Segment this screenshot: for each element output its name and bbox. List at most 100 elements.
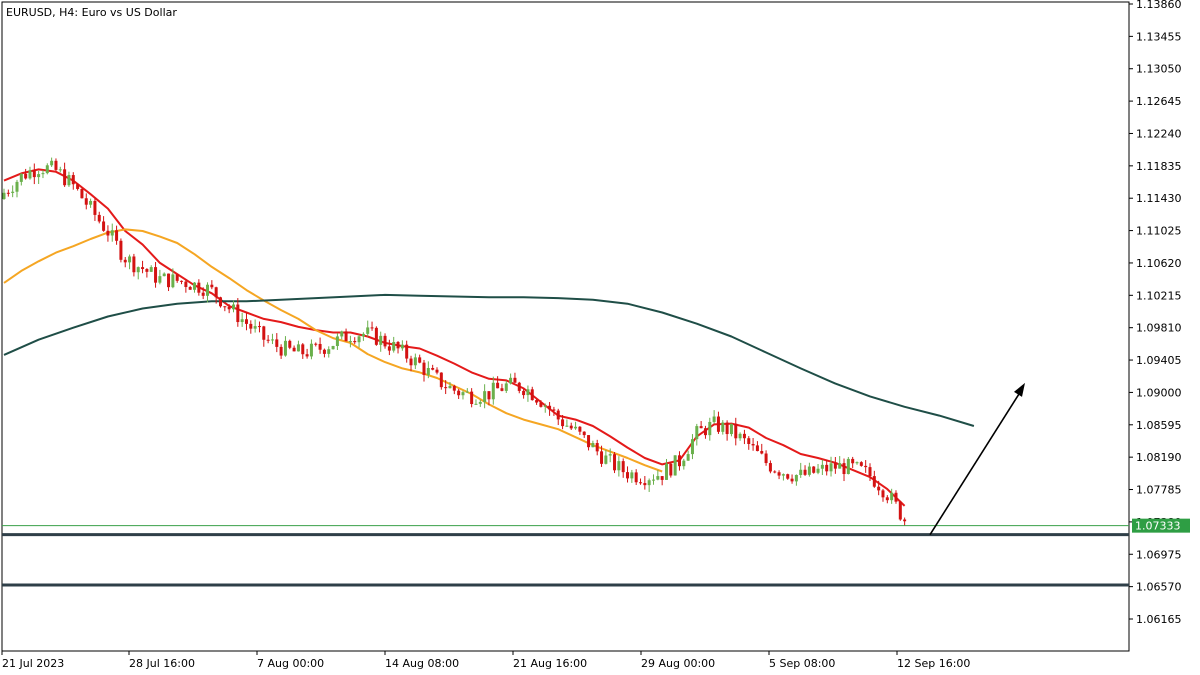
candle-bullish	[58, 169, 62, 171]
candle-bearish	[877, 486, 881, 491]
candle-bearish	[872, 476, 876, 487]
candle-bullish	[509, 377, 513, 384]
candle-bearish	[219, 297, 222, 307]
candle-bullish	[327, 349, 331, 354]
candle-bearish	[725, 422, 729, 435]
candle-bearish	[197, 282, 201, 293]
candle-bearish	[123, 259, 127, 263]
candle-bullish	[630, 472, 634, 479]
candle-bearish	[530, 389, 534, 401]
arrow-head	[1014, 382, 1025, 397]
candle-bearish	[903, 519, 907, 522]
candle-bearish	[97, 214, 101, 222]
candle-bullish	[448, 385, 452, 389]
candle-bearish	[812, 466, 816, 473]
candle-bearish	[561, 419, 565, 427]
candle-bearish	[500, 388, 504, 391]
candle-bullish	[807, 466, 811, 475]
candle-bullish	[296, 344, 300, 352]
candle-bullish	[361, 333, 365, 337]
candle-bearish	[418, 357, 422, 363]
candle-bullish	[478, 401, 482, 404]
candle-bearish	[201, 292, 205, 296]
x-tick-label: 28 Jul 16:00	[129, 657, 195, 670]
candle-bullish	[591, 443, 595, 448]
candle-bearish	[318, 343, 322, 350]
y-tick-label: 1.13860	[1136, 0, 1182, 11]
candle-bullish	[682, 460, 686, 467]
x-tick-label: 21 Aug 16:00	[513, 657, 587, 670]
candle-bearish	[63, 169, 67, 186]
candle-bearish	[188, 287, 192, 290]
candle-bearish	[790, 478, 794, 482]
candle-bullish	[673, 455, 677, 476]
candle-bearish	[266, 339, 270, 341]
candle-bearish	[439, 372, 443, 388]
candle-bullish	[465, 391, 469, 393]
candle-bearish	[175, 274, 179, 281]
candle-bullish	[664, 463, 668, 480]
candle-bullish	[565, 425, 569, 427]
candle-bearish	[786, 474, 790, 479]
candle-bullish	[11, 191, 15, 193]
candle-bearish	[634, 472, 638, 483]
candle-bearish	[275, 339, 279, 347]
candle-bearish	[431, 368, 435, 370]
candle-bearish	[894, 492, 898, 502]
candle-bullish	[483, 391, 487, 402]
candle-bullish	[231, 304, 235, 310]
candle-bullish	[729, 423, 733, 435]
candle-bearish	[639, 482, 643, 484]
candle-bearish	[496, 382, 500, 389]
candle-bullish	[206, 284, 210, 296]
candle-bearish	[747, 438, 751, 444]
candle-bullish	[366, 327, 370, 334]
candle-bullish	[413, 357, 417, 366]
candle-bearish	[93, 200, 97, 215]
candle-bearish	[249, 323, 253, 329]
candle-bullish	[379, 335, 383, 345]
candle-bullish	[721, 422, 725, 432]
candle-bearish	[539, 402, 543, 407]
candle-bearish	[167, 273, 171, 288]
y-tick-label: 1.08190	[1136, 451, 1182, 464]
candle-bearish	[881, 490, 885, 498]
candle-bullish	[829, 463, 833, 472]
candle-bearish	[102, 221, 106, 231]
candle-bullish	[28, 170, 32, 179]
candle-bullish	[695, 426, 699, 440]
y-tick-label: 1.09405	[1136, 354, 1182, 367]
candle-bullish	[158, 276, 162, 283]
candle-bearish	[487, 391, 491, 400]
x-tick-label: 29 Aug 00:00	[641, 657, 715, 670]
candle-bullish	[504, 383, 508, 391]
candle-bearish	[32, 170, 36, 178]
candle-bullish	[270, 339, 274, 341]
candle-bearish	[452, 385, 456, 391]
candle-bearish	[184, 281, 188, 288]
candle-bearish	[742, 433, 746, 439]
candle-bearish	[457, 390, 461, 396]
candle-bearish	[868, 467, 872, 477]
y-tick-label: 1.07785	[1136, 484, 1182, 497]
candle-bearish	[716, 416, 720, 432]
candle-bullish	[543, 405, 547, 407]
candle-bearish	[344, 331, 348, 342]
candle-bullish	[15, 181, 19, 192]
candle-bullish	[647, 480, 651, 486]
candle-bearish	[132, 256, 136, 273]
candle-bullish	[392, 341, 396, 351]
y-tick-label: 1.11025	[1136, 225, 1182, 238]
candle-bearish	[600, 451, 604, 464]
candle-bullish	[690, 439, 694, 455]
candle-bearish	[760, 451, 764, 454]
candle-bullish	[708, 421, 712, 436]
candle-bearish	[145, 269, 149, 272]
candle-bullish	[67, 175, 71, 186]
x-tick-label: 12 Sep 16:00	[897, 657, 970, 670]
candle-bearish	[669, 463, 673, 476]
price-tag-box	[1132, 518, 1190, 533]
price-tag-label: 1.07333	[1135, 520, 1181, 533]
candle-bearish	[755, 445, 759, 452]
candle-bearish	[301, 344, 305, 355]
